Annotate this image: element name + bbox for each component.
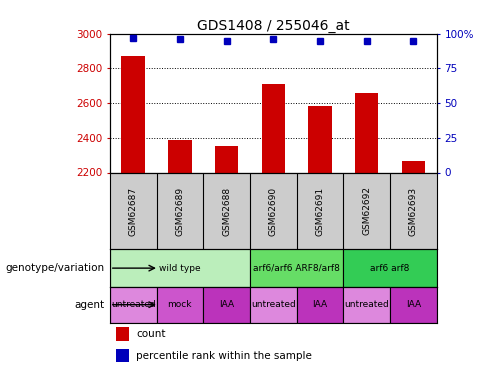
Text: wild type: wild type xyxy=(159,264,201,273)
Text: arf6/arf6 ARF8/arf8: arf6/arf6 ARF8/arf8 xyxy=(253,264,340,273)
Text: GSM62692: GSM62692 xyxy=(362,186,371,236)
Bar xyxy=(157,287,203,322)
Bar xyxy=(344,287,390,322)
Text: GSM62690: GSM62690 xyxy=(269,186,278,236)
Text: mock: mock xyxy=(167,300,192,309)
Bar xyxy=(250,249,344,287)
Bar xyxy=(203,287,250,322)
Bar xyxy=(402,161,425,172)
Text: untreated: untreated xyxy=(345,300,389,309)
Bar xyxy=(116,349,129,363)
Bar xyxy=(344,249,437,287)
Text: untreated: untreated xyxy=(111,300,156,309)
Text: agent: agent xyxy=(75,300,105,310)
Bar xyxy=(390,287,437,322)
Text: IAA: IAA xyxy=(406,300,421,309)
Text: percentile rank within the sample: percentile rank within the sample xyxy=(136,351,312,361)
Bar xyxy=(215,146,238,172)
Text: untreated: untreated xyxy=(251,300,296,309)
Text: GSM62693: GSM62693 xyxy=(409,186,418,236)
Bar xyxy=(116,327,129,341)
Bar xyxy=(122,56,145,172)
Bar xyxy=(110,249,250,287)
Bar xyxy=(308,106,332,172)
Bar xyxy=(110,287,157,322)
Bar xyxy=(355,93,378,172)
Title: GDS1408 / 255046_at: GDS1408 / 255046_at xyxy=(197,19,349,33)
Bar xyxy=(262,84,285,172)
Text: GSM62688: GSM62688 xyxy=(222,186,231,236)
Text: genotype/variation: genotype/variation xyxy=(6,263,105,273)
Bar xyxy=(168,140,191,172)
Bar xyxy=(297,287,344,322)
Text: GSM62691: GSM62691 xyxy=(315,186,325,236)
Bar xyxy=(250,287,297,322)
Text: GSM62687: GSM62687 xyxy=(129,186,138,236)
Text: GSM62689: GSM62689 xyxy=(175,186,184,236)
Text: IAA: IAA xyxy=(312,300,327,309)
Text: count: count xyxy=(136,329,165,339)
Text: arf6 arf8: arf6 arf8 xyxy=(370,264,410,273)
Text: IAA: IAA xyxy=(219,300,234,309)
